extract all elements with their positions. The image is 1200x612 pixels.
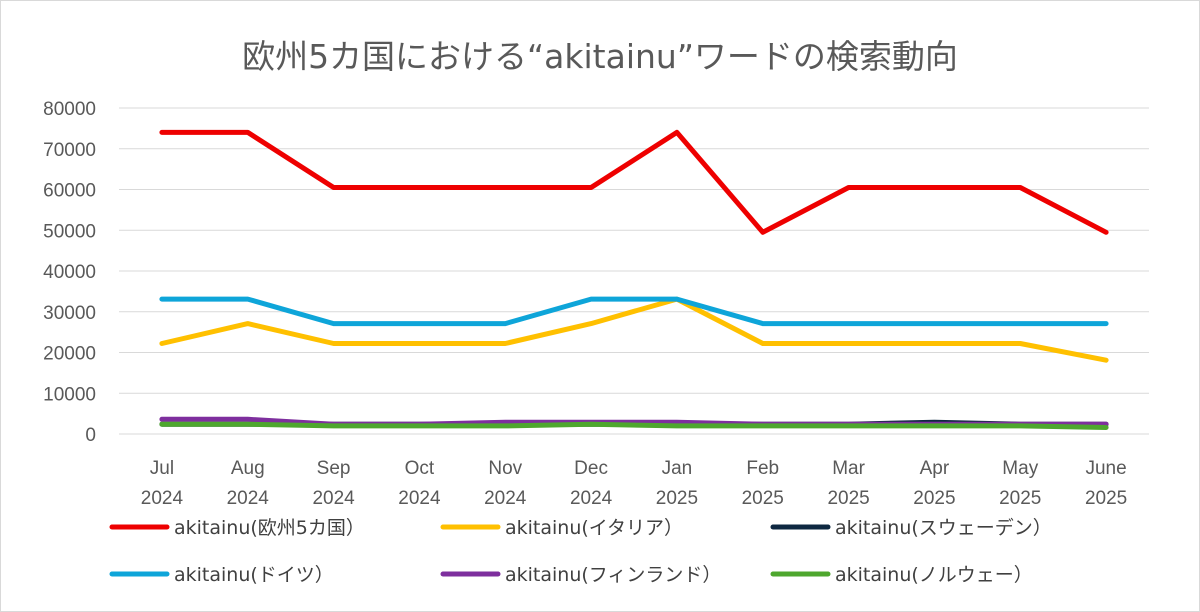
legend-label: akitainu(欧州5カ国）: [174, 517, 365, 539]
x-tick-label-month: Dec: [574, 458, 608, 479]
series-line: [159, 421, 1109, 430]
x-tick-label-year: 2025: [1085, 488, 1127, 509]
y-tick-label: 40000: [43, 262, 96, 283]
x-tick-label-year: 2024: [227, 488, 270, 509]
chart-title: 欧州5カ国における“akitainu”ワードの検索動向: [242, 37, 958, 76]
x-axis-ticks: Jul 2024 Aug 2024 Sep 2024 Oct 2024 Nov 2024 Dec 20…: [141, 458, 1127, 509]
x-tick-label-year: 2025: [827, 488, 869, 509]
y-tick-label: 70000: [43, 140, 96, 161]
legend-label: akitainu(ドイツ）: [174, 564, 334, 586]
y-tick-label: 0: [85, 425, 96, 446]
legend-label: akitainu(ノルウェー）: [835, 564, 1033, 586]
x-tick-label-month: Aug: [231, 458, 265, 479]
legend-item: akitainu(欧州5カ国）: [109, 517, 365, 539]
x-tick-label-year: 2025: [656, 488, 698, 509]
series-line: [159, 296, 1109, 363]
y-tick-label: 10000: [43, 384, 96, 405]
x-tick-label-month: Mar: [832, 458, 865, 479]
x-tick-label-month: Sep: [317, 458, 351, 479]
x-tick-label-year: 2024: [141, 488, 184, 509]
series-line: [159, 296, 1109, 327]
x-tick-label-year: 2025: [999, 488, 1041, 509]
gridlines: [119, 107, 1149, 435]
x-tick-label-month: Feb: [746, 458, 779, 479]
x-tick-label-year: 2024: [398, 488, 441, 509]
x-tick-label-year: 2024: [484, 488, 527, 509]
x-tick-label-year: 2024: [312, 488, 355, 509]
legend-item: akitainu(スウェーデン）: [770, 517, 1052, 539]
x-tick-label-month: May: [1002, 458, 1038, 479]
x-tick-label-year: 2025: [913, 488, 955, 509]
y-tick-label: 60000: [43, 181, 96, 202]
legend-label: akitainu(スウェーデン）: [835, 517, 1052, 539]
y-tick-label: 80000: [43, 99, 96, 120]
x-tick-label-month: Nov: [488, 458, 522, 479]
x-tick-label-month: Jan: [662, 458, 693, 479]
y-axis-ticks: 0 10000 20000 30000 40000 50000 60000 70000 8000…: [43, 99, 96, 446]
legend-item: akitainu(ノルウェー）: [770, 564, 1033, 586]
legend-label: akitainu(イタリア）: [505, 517, 683, 539]
x-tick-label-year: 2024: [570, 488, 613, 509]
x-tick-label-month: Apr: [920, 458, 950, 479]
x-tick-label-month: June: [1085, 458, 1126, 479]
legend-item: akitainu(ドイツ）: [109, 564, 334, 586]
y-tick-label: 20000: [43, 344, 96, 365]
x-tick-label-month: Jul: [150, 458, 174, 479]
y-tick-label: 50000: [43, 221, 96, 242]
x-tick-label-month: Oct: [405, 458, 435, 479]
y-tick-label: 30000: [43, 303, 96, 324]
legend-item: akitainu(フィンランド）: [440, 564, 721, 586]
series-lines: [159, 129, 1109, 430]
x-tick-label-year: 2025: [742, 488, 784, 509]
series-line: [159, 129, 1109, 235]
legend-item: akitainu(イタリア）: [440, 517, 683, 539]
legend-label: akitainu(フィンランド）: [505, 564, 721, 586]
legend: akitainu(欧州5カ国） akitainu(イタリア） akitainu(スウ…: [109, 517, 1052, 586]
